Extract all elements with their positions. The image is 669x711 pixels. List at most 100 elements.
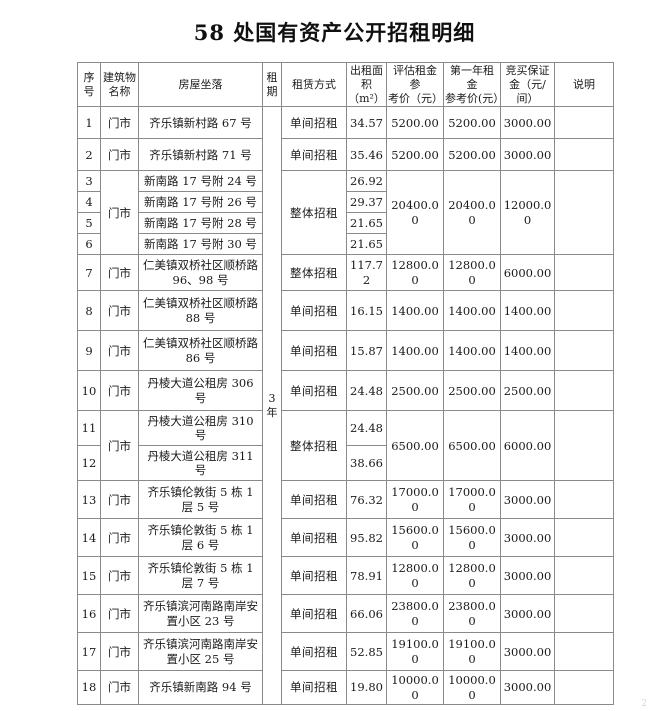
cell-deposit: 6000.00 [500,410,555,482]
cell-deposit: 3000.00 [500,670,555,705]
page-number: 2 [641,699,647,709]
cell-index: 11 [77,410,101,447]
cell-first-price: 17000.00 [443,480,501,520]
cell-address: 齐乐镇新南路 94 号 [138,670,263,705]
table-row: 16 门市 齐乐镇滨河南路南岸安置小区 23 号 单间招租 66.06 2380… [77,594,614,634]
rent-listing-table: 序号 建筑物 名称 房屋坐落 租期 租赁方式 出租面积 （m²） 评估租金参 考价（元… [77,61,614,705]
header-term: 租期 [262,61,282,108]
cell-building: 门市 [100,370,139,412]
cell-building: 门市 [100,170,139,256]
cell-index: 5 [77,212,101,235]
cell-deposit: 12000.00 [500,170,555,256]
header-eval-price: 评估租金参 考价（元） [386,61,444,108]
cell-address: 仁美镇双桥社区顺桥路 88 号 [138,290,263,332]
cell-building: 门市 [100,670,139,705]
cell-eval-price: 23800.00 [386,594,444,634]
table-row: 14 门市 齐乐镇伦敦街 5 栋 1 层 6 号 单间招租 95.82 1560… [77,518,614,558]
cell-note [554,480,614,520]
cell-area: 38.66 [346,445,387,482]
cell-area: 34.57 [346,106,387,140]
cell-address: 齐乐镇伦敦街 5 栋 1 层 6 号 [138,518,263,558]
cell-area: 21.65 [346,233,387,256]
cell-eval-price: 5200.00 [386,106,444,140]
table-row: 15 门市 齐乐镇伦敦街 5 栋 1 层 7 号 单间招租 78.91 1280… [77,556,614,596]
cell-address: 齐乐镇新村路 71 号 [138,138,263,172]
cell-building: 门市 [100,330,139,372]
cell-lease-mode: 单间招租 [281,330,347,372]
cell-index: 16 [77,594,101,634]
cell-area: 19.80 [346,670,387,705]
cell-building: 门市 [100,410,139,482]
cell-term: 3 年 [262,106,282,705]
cell-area: 76.32 [346,480,387,520]
cell-index: 8 [77,290,101,332]
cell-lease-mode: 单间招租 [281,670,347,705]
table-header-row: 序号 建筑物 名称 房屋坐落 租期 租赁方式 出租面积 （m²） 评估租金参 考价（元… [77,61,614,108]
cell-lease-mode: 单间招租 [281,290,347,332]
cell-deposit: 3000.00 [500,518,555,558]
cell-address: 齐乐镇伦敦街 5 栋 1 层 5 号 [138,480,263,520]
cell-note [554,138,614,172]
header-area: 出租面积 （m²） [346,61,387,108]
cell-area: 95.82 [346,518,387,558]
cell-note [554,518,614,558]
cell-area: 66.06 [346,594,387,634]
cell-address: 新南路 17 号附 26 号 [138,191,263,214]
cell-eval-price: 10000.00 [386,670,444,705]
cell-address: 仁美镇双桥社区顺桥路 86 号 [138,330,263,372]
rent-listing-table-wrapper: 序号 建筑物 名称 房屋坐落 租期 租赁方式 出租面积 （m²） 评估租金参 考价（元… [77,61,614,705]
cell-area: 29.37 [346,191,387,214]
table-row: 3 门市 新南路 17 号附 24 号 整体招租 26.92 20400.00 … [77,170,614,256]
cell-deposit: 1400.00 [500,330,555,372]
cell-address: 齐乐镇滨河南路南岸安置小区 23 号 [138,594,263,634]
cell-index: 13 [77,480,101,520]
cell-area: 16.15 [346,290,387,332]
cell-address: 齐乐镇滨河南路南岸安置小区 25 号 [138,632,263,672]
table-row: 8 门市 仁美镇双桥社区顺桥路 88 号 单间招租 16.15 1400.00 … [77,290,614,332]
table-row: 6 新南路 17 号附 30 号 21.65 [77,233,614,256]
cell-area: 52.85 [346,632,387,672]
cell-first-price: 15600.00 [443,518,501,558]
header-lease-mode: 租赁方式 [281,61,347,108]
cell-first-price: 1400.00 [443,330,501,372]
header-note: 说明 [554,61,614,108]
cell-first-price: 2500.00 [443,370,501,412]
cell-building: 门市 [100,254,139,292]
cell-note [554,556,614,596]
cell-note [554,170,614,256]
cell-eval-price: 2500.00 [386,370,444,412]
cell-building: 门市 [100,594,139,634]
cell-lease-mode: 整体招租 [281,410,347,482]
cell-note [554,594,614,634]
cell-index: 15 [77,556,101,596]
cell-building: 门市 [100,290,139,332]
cell-area: 15.87 [346,330,387,372]
cell-note [554,632,614,672]
cell-eval-price: 1400.00 [386,330,444,372]
header-building-name: 建筑物 名称 [100,61,139,108]
table-body: 1 门市 齐乐镇新村路 67 号 3 年 单间招租 34.57 5200.00 … [77,106,614,705]
cell-address: 齐乐镇伦敦街 5 栋 1 层 7 号 [138,556,263,596]
cell-lease-mode: 单间招租 [281,594,347,634]
cell-index: 12 [77,445,101,482]
cell-deposit: 3000.00 [500,480,555,520]
cell-lease-mode: 单间招租 [281,632,347,672]
cell-building: 门市 [100,518,139,558]
cell-index: 10 [77,370,101,412]
cell-lease-mode: 单间招租 [281,480,347,520]
cell-first-price: 6500.00 [443,410,501,482]
cell-lease-mode: 单间招租 [281,106,347,140]
cell-first-price: 23800.00 [443,594,501,634]
cell-first-price: 5200.00 [443,106,501,140]
cell-lease-mode: 整体招租 [281,170,347,256]
cell-area: 78.91 [346,556,387,596]
cell-index: 4 [77,191,101,214]
table-row: 4 新南路 17 号附 26 号 29.37 [77,191,614,214]
cell-deposit: 2500.00 [500,370,555,412]
cell-area: 26.92 [346,170,387,193]
cell-first-price: 10000.00 [443,670,501,705]
cell-deposit: 3000.00 [500,594,555,634]
cell-address: 齐乐镇新村路 67 号 [138,106,263,140]
cell-note [554,410,614,482]
table-row: 11 门市 丹棱大道公租房 310 号 整体招租 24.48 6500.00 6… [77,410,614,482]
